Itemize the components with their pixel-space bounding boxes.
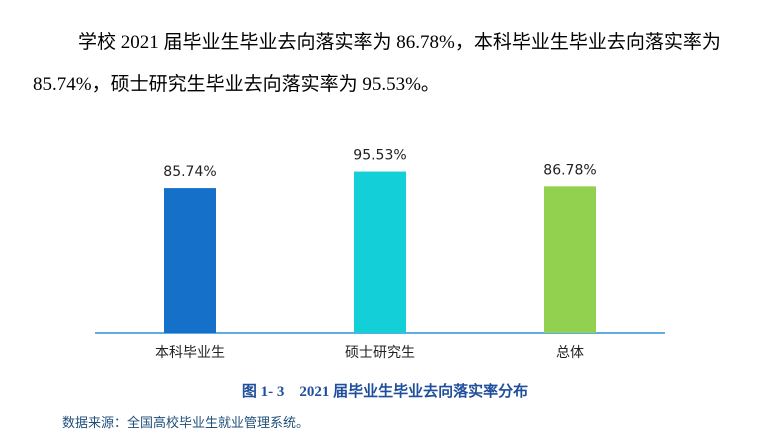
value-label: 86.78% bbox=[543, 162, 596, 178]
paragraph: 学校 2021 届毕业生毕业去向落实率为 86.78%，本科毕业生毕业去向落实率… bbox=[33, 32, 726, 95]
caption: 图 1- 3 2021 届毕业生毕业去向落实率分布 bbox=[241, 384, 529, 400]
bar bbox=[164, 188, 216, 333]
bar bbox=[354, 171, 406, 333]
x-tick-label: 总体 bbox=[556, 345, 584, 361]
value-label: 95.53% bbox=[353, 148, 406, 164]
x-tick-label: 本科毕业生 bbox=[155, 345, 225, 361]
bar bbox=[544, 186, 596, 333]
source-note: 数据来源：全国高校毕业生就业管理系统。 bbox=[62, 415, 310, 430]
value-label: 85.74% bbox=[163, 164, 216, 180]
x-tick-label: 硕士研究生 bbox=[345, 345, 415, 361]
